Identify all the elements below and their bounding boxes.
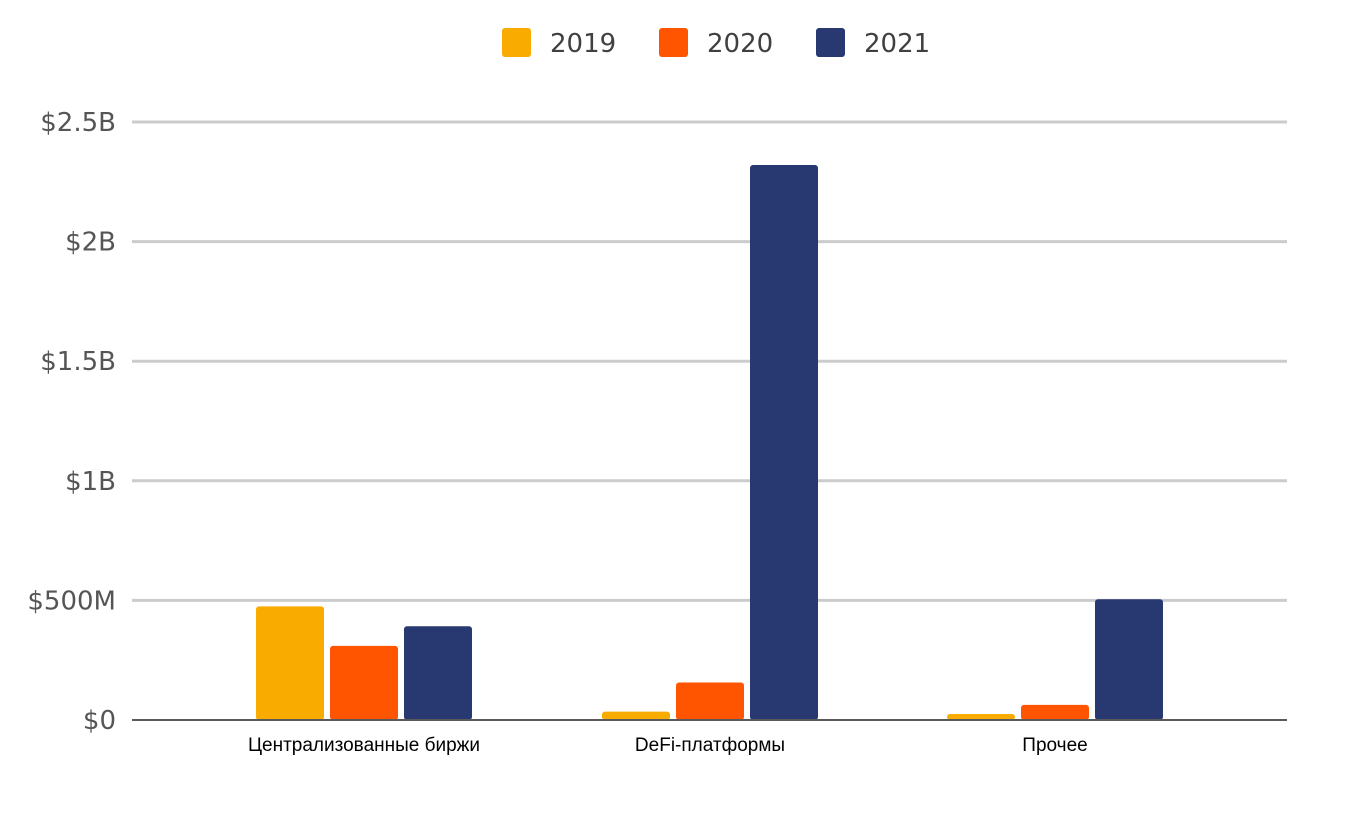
gridlines — [132, 120, 1287, 602]
bar-2019-3 — [947, 714, 1015, 720]
bar-2020-1 — [330, 645, 398, 720]
y-tick-label: $0 — [83, 706, 116, 736]
x-axis-ticks: Централизованные биржи DeFi-платформы Проч… — [248, 735, 1088, 756]
legend-swatch — [816, 28, 845, 57]
x-tick-label: Прочее — [1022, 735, 1087, 756]
legend-item-2020: 2020 — [659, 28, 773, 59]
x-tick-label: Централизованные биржи — [248, 735, 480, 756]
legend-swatch — [659, 28, 688, 57]
legend-swatch — [502, 28, 531, 57]
bar-2021-1 — [404, 626, 472, 720]
legend-label: 2019 — [550, 29, 616, 59]
y-tick-label: $2B — [65, 228, 116, 258]
bar-2020-2 — [676, 682, 744, 720]
bar-2021-3 — [1095, 599, 1163, 720]
y-axis-ticks: $0 $500M $1B $1.5B $2B $2.5B — [27, 108, 116, 736]
bar-2021-2 — [750, 165, 818, 720]
y-tick-label: $2.5B — [40, 108, 116, 138]
x-tick-label: DeFi-платформы — [635, 735, 785, 756]
legend: 2019 2020 2021 — [502, 28, 930, 59]
bar-2019-2 — [602, 711, 670, 720]
legend-item-2021: 2021 — [816, 28, 930, 59]
bar-2019-1 — [256, 606, 324, 720]
bar-2020-3 — [1021, 704, 1089, 720]
legend-label: 2021 — [864, 29, 930, 59]
legend-label: 2020 — [707, 29, 773, 59]
bars — [256, 165, 1163, 720]
legend-item-2019: 2019 — [502, 28, 616, 59]
y-tick-label: $1.5B — [40, 347, 116, 377]
y-tick-label: $1B — [65, 467, 116, 497]
y-tick-label: $500M — [27, 586, 116, 616]
